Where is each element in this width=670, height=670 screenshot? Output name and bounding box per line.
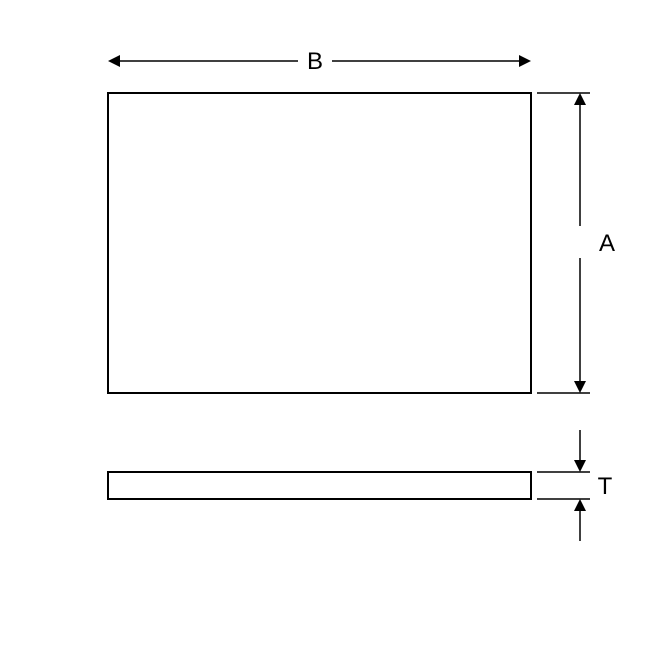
dimension-b: B	[108, 48, 531, 75]
top-view-rect	[108, 93, 531, 393]
dimension-a-label: A	[599, 230, 615, 257]
drawing-svg: B A	[0, 0, 670, 670]
dimension-b-label: B	[307, 48, 323, 75]
dimension-t: T	[537, 430, 613, 541]
dimension-t-label: T	[598, 473, 613, 500]
side-view-rect	[108, 472, 531, 499]
technical-drawing: B A	[0, 0, 670, 670]
dimension-a: A	[537, 93, 615, 393]
